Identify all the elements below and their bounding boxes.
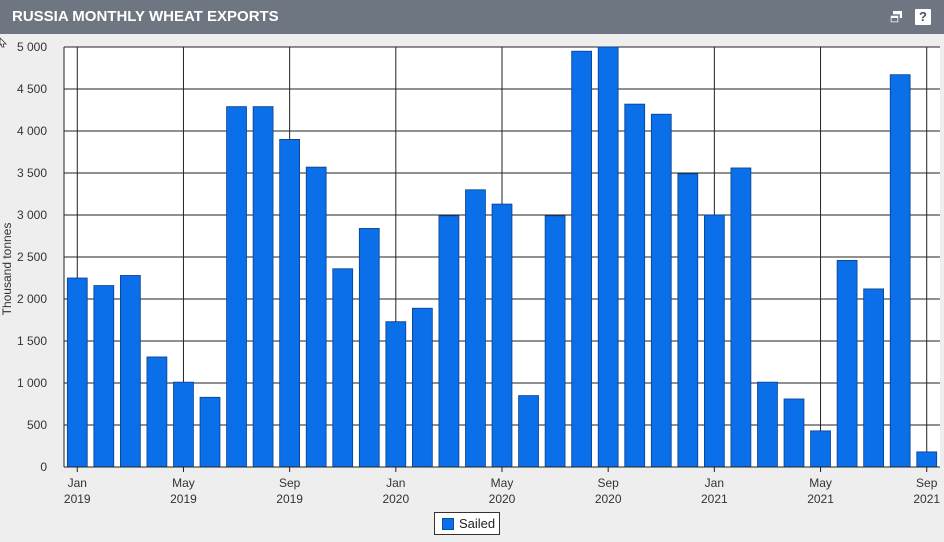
- x-tick-year: 2019: [170, 492, 197, 506]
- bar-series: [66, 46, 938, 468]
- y-tick-label: 3 500: [17, 166, 47, 180]
- bar[interactable]: [677, 173, 699, 468]
- x-tick-month: Jan: [386, 476, 405, 490]
- y-tick-label: 5 000: [17, 40, 47, 54]
- bar[interactable]: [93, 285, 115, 468]
- bar[interactable]: [226, 106, 247, 468]
- bar[interactable]: [465, 189, 486, 468]
- bar[interactable]: [571, 50, 592, 468]
- bar[interactable]: [863, 288, 884, 468]
- y-tick-label: 2 000: [17, 292, 47, 306]
- x-tick-month: May: [491, 476, 514, 490]
- x-tick-month: May: [172, 476, 195, 490]
- bar[interactable]: [146, 356, 168, 468]
- bar[interactable]: [757, 381, 778, 468]
- bar[interactable]: [597, 46, 619, 468]
- bar[interactable]: [491, 203, 513, 468]
- y-tick-label: 4 500: [17, 82, 47, 96]
- bar[interactable]: [173, 381, 194, 468]
- y-tick-label: 3 000: [17, 208, 47, 222]
- y-tick-label: 1 000: [17, 376, 47, 390]
- x-tick-month: Jan: [705, 476, 724, 490]
- bar[interactable]: [305, 166, 327, 468]
- bar[interactable]: [889, 74, 911, 468]
- bar[interactable]: [836, 259, 858, 468]
- bar[interactable]: [730, 167, 752, 468]
- x-tick-month: May: [809, 476, 832, 490]
- bar[interactable]: [624, 103, 646, 468]
- x-tick-year: 2021: [807, 492, 834, 506]
- bar[interactable]: [916, 451, 938, 468]
- y-axis-ticks: 0 500 1 000 1 500 2 000 2 500 3 000 3 500 4 000 4…: [17, 40, 47, 474]
- bar[interactable]: [279, 139, 300, 468]
- bar[interactable]: [518, 395, 539, 468]
- x-tick-year: 2021: [913, 492, 940, 506]
- legend-label: Sailed: [459, 516, 496, 531]
- y-tick-label: 500: [27, 418, 47, 432]
- x-tick-month: Sep: [598, 476, 620, 490]
- chart-title: RUSSIA MONTHLY WHEAT EXPORTS: [12, 8, 279, 25]
- restore-window-icon[interactable]: [888, 9, 904, 25]
- cursor-icon: [0, 37, 7, 48]
- x-tick-month: Jan: [68, 476, 87, 490]
- bar[interactable]: [650, 113, 672, 468]
- bar[interactable]: [810, 430, 831, 468]
- bar[interactable]: [332, 268, 354, 468]
- help-icon[interactable]: ?: [915, 9, 931, 25]
- bar[interactable]: [544, 215, 566, 468]
- y-tick-label: 4 000: [17, 124, 47, 138]
- bar[interactable]: [412, 307, 433, 468]
- y-axis-label: Thousand tonnes: [0, 223, 14, 316]
- bar[interactable]: [66, 277, 88, 468]
- y-tick-label: 0: [40, 460, 47, 474]
- bar[interactable]: [199, 396, 221, 468]
- x-tick-year: 2019: [64, 492, 91, 506]
- y-tick-label: 2 500: [17, 250, 47, 264]
- bar[interactable]: [252, 106, 274, 468]
- bar[interactable]: [438, 215, 460, 468]
- bar[interactable]: [385, 321, 407, 468]
- legend[interactable]: Sailed: [434, 512, 500, 535]
- bar[interactable]: [120, 275, 141, 468]
- bar-chart: 0 500 1 000 1 500 2 000 2 500 3 000 3 500 4 000 4…: [0, 37, 940, 506]
- bar[interactable]: [358, 228, 380, 468]
- x-tick-year: 2019: [276, 492, 303, 506]
- legend-swatch: [442, 517, 454, 530]
- chart-header: RUSSIA MONTHLY WHEAT EXPORTS ?: [0, 0, 944, 34]
- x-tick-year: 2021: [701, 492, 728, 506]
- x-tick-year: 2020: [382, 492, 409, 506]
- x-tick-year: 2020: [595, 492, 622, 506]
- bar[interactable]: [704, 214, 725, 468]
- x-tick-month: Sep: [916, 476, 938, 490]
- x-tick-month: Sep: [279, 476, 301, 490]
- bar[interactable]: [783, 398, 805, 468]
- x-axis-ticks: Jan 2019 May 2019 Sep 2019 Jan 2020 May 2020 Sep 20…: [64, 467, 940, 506]
- y-tick-label: 1 500: [17, 334, 47, 348]
- x-tick-year: 2020: [489, 492, 516, 506]
